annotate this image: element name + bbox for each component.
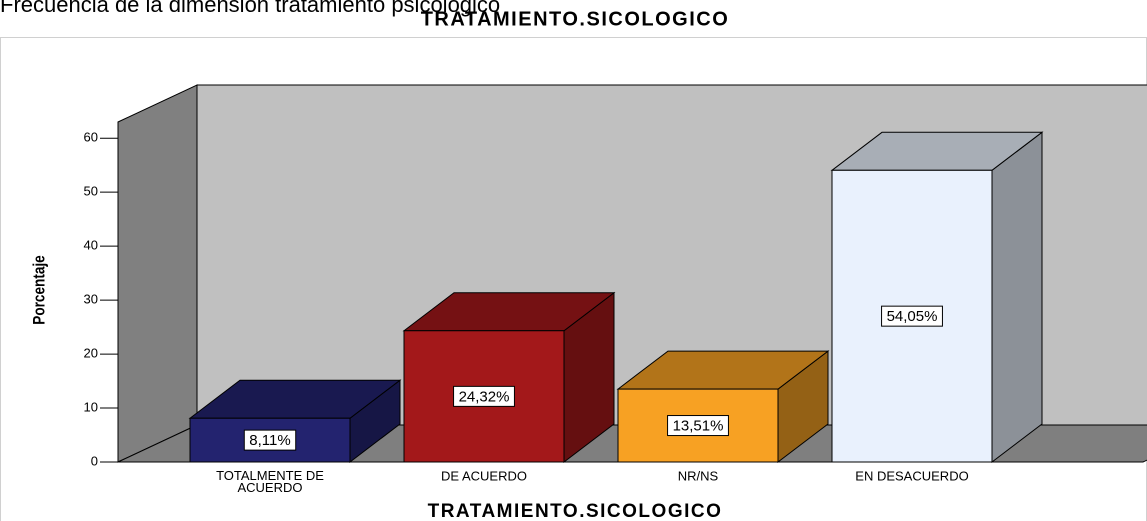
value-label: 8,11%	[249, 432, 290, 449]
value-label: 13,51%	[673, 418, 724, 435]
x-tick-label: NR/NS	[678, 468, 719, 483]
chart-title: TRATAMIENTO.SICOLOGICO	[421, 8, 730, 30]
y-tick-label: 60	[84, 130, 98, 145]
x-tick-label: DE ACUERDO	[441, 468, 527, 483]
value-label-box	[667, 415, 729, 437]
y-tick-label: 50	[84, 184, 98, 199]
y-tick-label: 30	[84, 292, 98, 307]
bar-side	[991, 131, 1043, 464]
x-tick-label: EN DESACUERDO	[855, 468, 968, 483]
x-axis-label: TRATAMIENTO.SICOLOGICO	[428, 501, 723, 521]
value-label-box	[881, 305, 943, 327]
value-label: 54,05%	[887, 308, 938, 325]
y-axis-label: Porcentaje	[30, 255, 49, 325]
value-label-box	[243, 429, 297, 451]
caption: Frecuencia de la dimensión tratamiento p…	[0, 0, 500, 17]
value-label: 24,32%	[459, 388, 510, 405]
y-tick-label: 40	[84, 238, 98, 253]
value-label-box	[453, 385, 515, 407]
y-tick-label: 10	[84, 399, 98, 414]
left-wall	[117, 84, 198, 463]
x-tick-label: TOTALMENTE DE ACUERDO	[216, 468, 324, 495]
y-tick-label: 0	[91, 453, 98, 468]
y-tick-label: 20	[84, 346, 98, 361]
